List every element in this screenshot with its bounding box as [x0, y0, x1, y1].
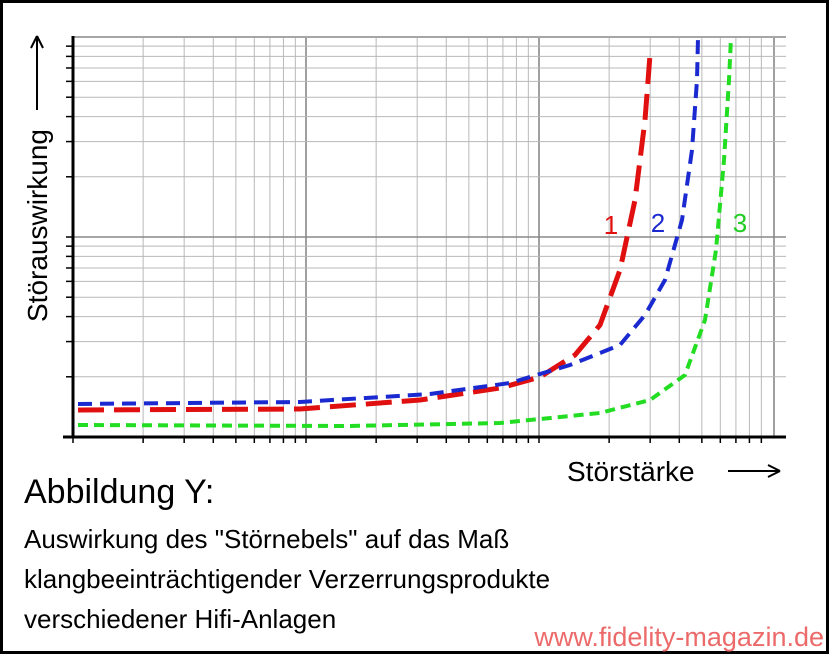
- curve-1: [77, 54, 653, 413]
- caption-line: Auswirkung des "Störnebels" auf das Maß: [24, 524, 509, 554]
- y-arrow: [30, 35, 44, 110]
- curve-label: 1: [604, 210, 618, 240]
- curve-3: [77, 37, 733, 429]
- x-arrow: [728, 464, 781, 478]
- y-axis-label: Störauswirkung: [22, 129, 53, 322]
- caption-title: Abbildung Y:: [24, 473, 214, 511]
- arrow-head: [30, 35, 44, 49]
- grid: [66, 36, 786, 443]
- curve-label: 2: [651, 208, 665, 238]
- caption-line: verschiedener Hifi-Anlagen: [24, 604, 336, 634]
- curve-2: [77, 37, 700, 406]
- watermark: www.fidelity-magazin.de: [533, 622, 824, 652]
- arrow-head: [767, 464, 781, 478]
- curve-label: 3: [733, 208, 747, 238]
- x-axis-label: Störstärke: [567, 456, 695, 487]
- caption-line: klangbeeinträchtigender Verzerrungsprodu…: [24, 564, 550, 594]
